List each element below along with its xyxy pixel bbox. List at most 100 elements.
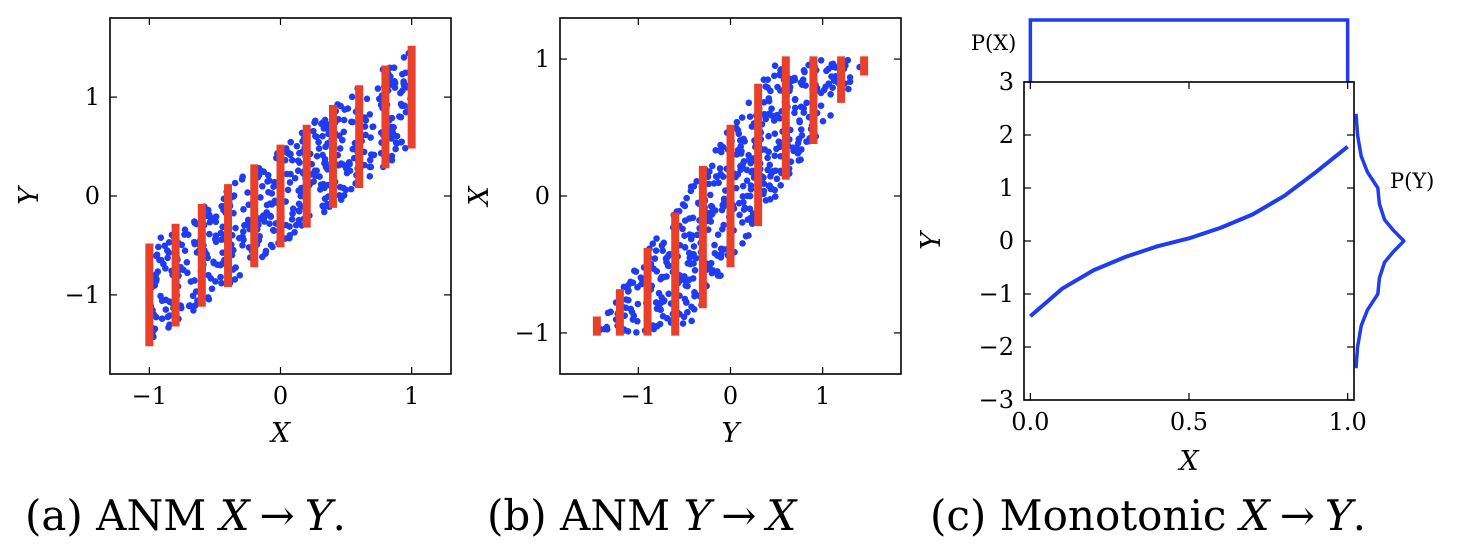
c-marginal-x: P(X): [971, 18, 1350, 82]
b-point: [630, 267, 638, 275]
b-point: [712, 173, 720, 180]
b-point: [796, 117, 803, 124]
b-point: [714, 272, 722, 279]
caption-a-lhs: X: [217, 491, 252, 540]
a-point: [266, 220, 273, 228]
a-point: [336, 183, 344, 191]
a-point: [239, 242, 246, 249]
a-point: [363, 95, 371, 103]
b-point: [795, 157, 803, 164]
b-point: [655, 289, 663, 297]
b-point: [628, 308, 636, 316]
b-point: [829, 84, 836, 91]
c-ytick-label: 2: [999, 121, 1014, 149]
b-point: [803, 99, 810, 107]
b-point: [706, 191, 714, 199]
a-point: [341, 106, 348, 113]
caption-a: (a) ANM X → Y.: [25, 491, 346, 540]
a-point: [395, 113, 403, 120]
panel-b: −1 0 1 −1 0 1 Y X: [464, 17, 902, 449]
b-point: [708, 203, 716, 211]
b-point: [827, 112, 834, 119]
b-point: [681, 295, 689, 303]
a-point: [162, 265, 169, 272]
b-point: [773, 145, 780, 153]
a-point: [154, 268, 162, 275]
a-point: [323, 125, 331, 132]
b-point: [823, 67, 830, 75]
b-point: [817, 102, 825, 110]
b-point: [707, 259, 715, 267]
b-point: [625, 296, 632, 304]
a-point: [183, 259, 191, 266]
b-point: [687, 187, 695, 195]
caption-b-lhs: Y: [683, 491, 715, 540]
a-point: [367, 134, 374, 141]
a-point: [366, 111, 374, 118]
b-point: [656, 320, 664, 328]
b-point: [686, 254, 694, 262]
b-point: [691, 266, 699, 274]
c-marginal-y-line: [1354, 113, 1406, 369]
b-point: [681, 217, 689, 224]
b-point: [693, 178, 700, 185]
a-point: [284, 148, 292, 156]
a-point: [218, 202, 225, 210]
a-point: [362, 131, 369, 139]
c-curve: [1029, 145, 1349, 318]
a-point: [402, 108, 410, 116]
b-point: [708, 162, 716, 170]
caption-c: (c) Monotonic X → Y.: [930, 491, 1366, 540]
b-point: [603, 323, 611, 331]
a-point: [287, 138, 295, 146]
caption-b-rhs: X: [763, 491, 798, 540]
a-point: [401, 144, 409, 152]
a-point: [155, 243, 162, 251]
a-point: [293, 142, 301, 150]
a-point: [388, 152, 396, 160]
b-point: [690, 243, 698, 250]
a-point: [295, 207, 303, 215]
b-point: [685, 249, 693, 257]
a-point: [266, 200, 274, 207]
b-point: [719, 173, 727, 180]
b-point: [660, 298, 668, 305]
a-point: [261, 213, 268, 220]
b-point: [744, 192, 751, 200]
a-point: [158, 297, 166, 305]
a-ytick-label: −1: [65, 281, 100, 309]
b-point: [624, 288, 632, 295]
b-point: [681, 232, 688, 240]
c-ytick-label: 0: [999, 227, 1014, 255]
a-point: [262, 250, 269, 257]
b-point: [718, 245, 726, 253]
a-point: [315, 145, 323, 152]
b-point: [688, 317, 695, 325]
b-point: [735, 130, 743, 138]
b-point: [742, 232, 750, 240]
b-point: [760, 180, 768, 187]
a-point: [204, 254, 212, 262]
a-point: [348, 93, 356, 101]
b-point: [745, 156, 753, 163]
a-point: [258, 167, 266, 175]
a-point: [232, 224, 239, 232]
a-point: [184, 269, 191, 277]
panel-c: P(X) 0.0 0.5 1.0 −3 −2 −1 0 1 2 3 X Y P(Y): [916, 18, 1434, 477]
a-point: [336, 132, 343, 139]
c-xlabel: X: [1177, 446, 1200, 477]
a-point: [370, 151, 378, 159]
a-point: [205, 295, 213, 303]
a-point: [191, 302, 199, 309]
a-point: [157, 234, 165, 241]
b-point: [714, 231, 722, 238]
a-point: [390, 123, 397, 131]
b-point: [711, 249, 719, 257]
b-ytick-label: −1: [515, 319, 550, 347]
b-point: [739, 219, 746, 226]
a-point: [286, 223, 293, 230]
a-point: [342, 165, 350, 172]
b-point: [684, 282, 691, 290]
a-point: [289, 210, 296, 217]
a-point: [400, 78, 407, 85]
